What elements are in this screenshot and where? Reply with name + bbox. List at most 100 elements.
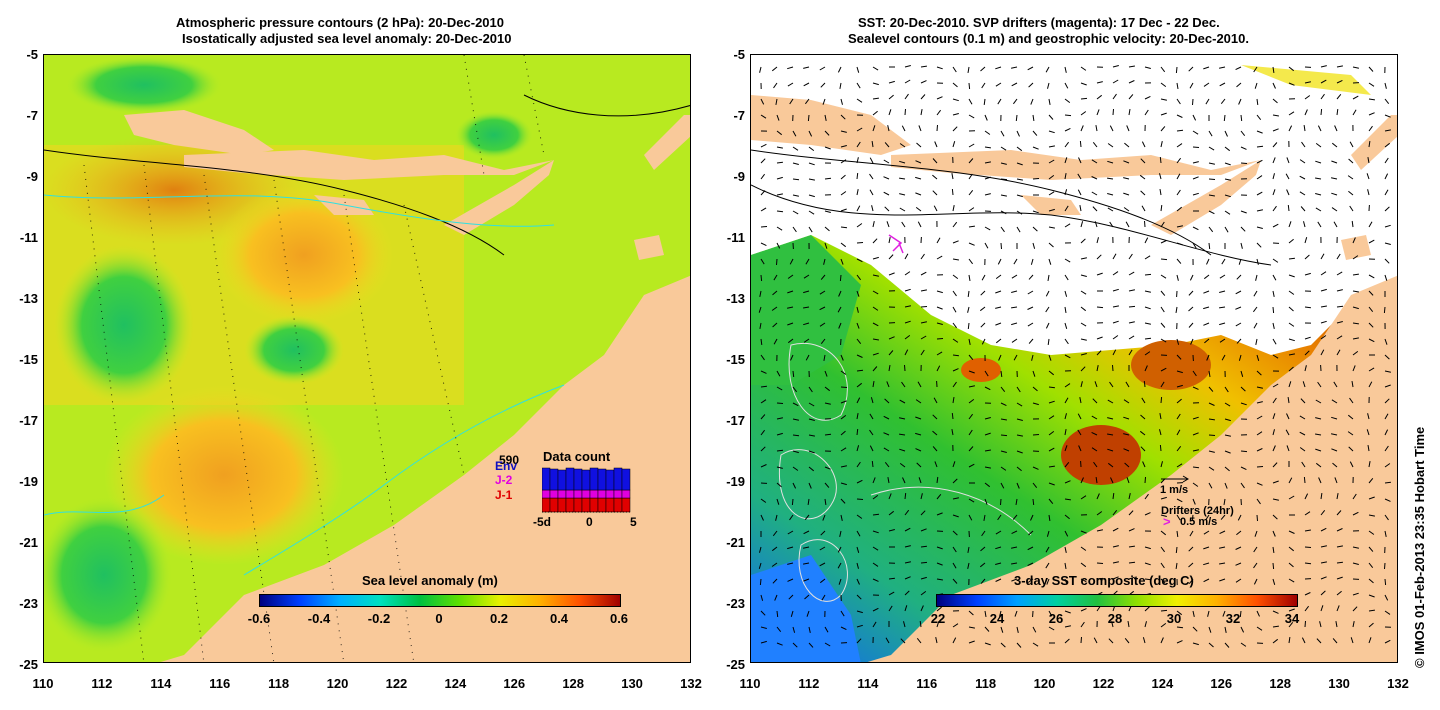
velocity-arrow — [840, 414, 847, 420]
velocity-arrow — [888, 605, 893, 612]
velocity-arrow — [1332, 462, 1338, 468]
velocity-arrow — [888, 577, 895, 580]
velocity-arrow — [1222, 610, 1226, 617]
velocity-arrow — [819, 306, 826, 311]
velocity-arrow — [1272, 429, 1275, 436]
velocity-arrow — [1096, 577, 1104, 580]
velocity-arrow — [760, 414, 766, 420]
velocity-arrow — [1352, 306, 1359, 310]
velocity-arrow — [1048, 130, 1055, 134]
velocity-arrow — [899, 462, 906, 468]
velocity-arrow — [952, 368, 959, 372]
velocity-arrow — [1288, 290, 1295, 295]
latitude-tick: -13 — [19, 291, 38, 306]
velocity-arrow — [758, 306, 762, 313]
velocity-arrow — [1384, 354, 1390, 360]
sst-map-canvas — [751, 55, 1397, 662]
velocity-arrow — [1383, 306, 1386, 314]
velocity-arrow — [932, 190, 938, 196]
velocity-arrow — [1240, 210, 1247, 214]
velocity-arrow — [808, 226, 813, 233]
velocity-arrow — [1112, 509, 1118, 516]
velocity-arrow — [1096, 94, 1103, 100]
velocity-arrow — [1352, 350, 1359, 356]
velocity-arrow — [1192, 192, 1199, 196]
velocity-arrow — [787, 546, 794, 550]
velocity-arrow — [1144, 220, 1146, 228]
velocity-arrow — [1224, 130, 1228, 137]
velocity-arrow — [883, 447, 890, 452]
velocity-arrow — [1272, 338, 1277, 345]
velocity-arrow — [792, 370, 795, 378]
velocity-arrow — [968, 398, 975, 404]
velocity-arrow — [1047, 82, 1050, 89]
velocity-arrow — [1160, 98, 1168, 101]
velocity-arrow — [1336, 510, 1342, 516]
velocity-arrow — [888, 365, 891, 372]
velocity-arrow — [1192, 226, 1199, 231]
velocity-arrow — [1047, 274, 1050, 281]
velocity-arrow — [1128, 321, 1135, 324]
velocity-arrow — [1188, 290, 1194, 296]
velocity-arrow — [936, 322, 943, 325]
velocity-arrow — [1192, 146, 1200, 148]
velocity-arrow — [999, 610, 1002, 617]
velocity-arrow — [1000, 146, 1007, 151]
velocity-arrow — [1255, 274, 1258, 281]
velocity-arrow — [1080, 125, 1084, 132]
velocity-arrow — [1236, 82, 1242, 88]
velocity-arrow — [904, 288, 911, 292]
velocity-arrow — [1028, 274, 1034, 280]
velocity-arrow — [773, 338, 778, 345]
velocity-arrow — [1320, 271, 1327, 276]
velocity-arrow — [1112, 320, 1119, 324]
velocity-arrow — [1011, 290, 1018, 293]
velocity-arrow — [967, 546, 970, 553]
velocity-arrow — [760, 399, 767, 404]
velocity-arrow — [1287, 397, 1290, 404]
velocity-arrow — [1304, 529, 1311, 532]
sla-colorbar-label: Sea level anomaly (m) — [362, 573, 498, 588]
velocity-arrow — [1352, 255, 1359, 260]
velocity-arrow — [888, 80, 895, 84]
velocity-arrow — [1368, 274, 1375, 279]
velocity-arrow — [1048, 514, 1051, 521]
velocity-arrow — [1080, 562, 1087, 568]
velocity-arrow — [1256, 242, 1262, 248]
data-count-bar-j2 — [542, 489, 551, 499]
velocity-arrow — [1032, 642, 1039, 647]
velocity-arrow — [1096, 109, 1100, 116]
velocity-arrow — [856, 306, 859, 313]
velocity-arrow — [1368, 338, 1375, 343]
velocity-arrow — [968, 98, 973, 105]
velocity-arrow — [1272, 306, 1275, 314]
velocity-arrow — [952, 381, 957, 388]
data-count-label-j2: J-2 — [495, 473, 513, 487]
velocity-arrow — [1048, 370, 1055, 376]
longitude-tick: 120 — [1033, 676, 1056, 691]
velocity-arrow — [872, 494, 879, 500]
velocity-arrow — [872, 621, 877, 628]
velocity-arrow — [1320, 65, 1327, 68]
velocity-arrow — [776, 146, 783, 149]
velocity-arrow — [1352, 493, 1357, 500]
drifters-scale: 0.5 m/s — [1180, 516, 1218, 528]
velocity-arrow — [952, 221, 958, 228]
velocity-arrow — [786, 306, 794, 309]
velocity-arrow — [920, 576, 927, 580]
velocity-arrow — [952, 258, 959, 261]
velocity-arrow — [1080, 274, 1087, 277]
velocity-arrow — [1236, 274, 1242, 280]
velocity-arrow — [1203, 290, 1210, 294]
velocity-arrow — [1159, 444, 1162, 452]
velocity-arrow — [1048, 498, 1054, 505]
data-count-title: Data count — [543, 449, 611, 464]
velocity-arrow — [1045, 290, 1050, 297]
velocity-arrow — [1096, 511, 1103, 516]
velocity-arrow — [1160, 609, 1168, 612]
velocity-arrow — [822, 98, 826, 105]
velocity-arrow — [1352, 322, 1359, 325]
velocity-arrow — [1011, 530, 1018, 535]
velocity-arrow — [856, 82, 861, 89]
velocity-arrow — [792, 386, 797, 393]
